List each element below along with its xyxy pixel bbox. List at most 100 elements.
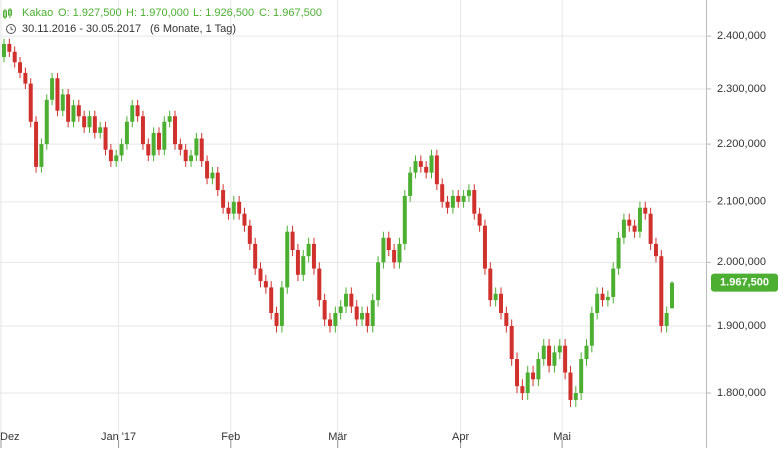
candle-body [114,155,119,162]
candle-body [541,345,546,360]
candle-body [189,155,194,162]
candle-body [2,43,6,58]
candle-body [231,201,236,214]
candle-body [311,243,316,269]
candle-body [23,72,28,84]
candle-body [450,195,455,208]
candle-body [466,190,471,196]
candle-body [413,161,418,173]
candle-body [98,127,103,133]
candle-body [274,312,279,326]
candle-body [402,195,407,244]
grid [0,0,706,448]
candle-body [498,293,503,313]
candle-body [648,213,653,244]
candle-body [258,268,263,282]
y-tick-label: 2.000,000 [717,256,766,268]
candle-body [482,225,487,269]
candle-body [659,256,664,326]
candle-body [370,300,375,326]
candle-body [327,319,332,326]
candle-body [124,121,129,145]
candle-body [552,352,557,366]
candle-body [381,237,386,263]
candle-body [509,325,514,360]
candle-body [653,243,658,257]
candle-body [418,161,423,167]
candle-body [178,144,183,150]
candle-body [333,312,338,326]
clock-icon [6,24,16,34]
x-tick-label: Mär [328,431,347,443]
candle-body [12,51,17,63]
candle-body [429,155,434,173]
y-tick-label: 1.900,000 [717,320,766,332]
candle-body [306,243,311,257]
candle-body [119,144,124,156]
candle-body [7,43,12,52]
candle-body [488,268,493,301]
candle-body [573,393,578,400]
candle-body [55,78,60,111]
candle-body [440,184,445,202]
candle-body [637,207,642,232]
candle-body [279,287,284,326]
x-tick-label: Dez [0,431,20,443]
header-high: H: 1.970,000 [126,7,189,19]
candle-body [643,207,648,214]
candle-body [253,243,258,269]
candle-body [205,161,210,179]
candle-body [103,127,108,150]
candle-body [408,172,413,196]
candle-body [39,144,44,167]
candle-body [295,249,300,275]
candle-body [360,312,365,320]
candle-body [515,359,520,387]
y-tick-label: 2.300,000 [717,83,766,95]
y-tick-label: 2.200,000 [717,138,766,150]
candle-body [563,345,568,373]
candle-body [354,306,359,320]
candle-body [584,345,589,360]
candle-body [146,144,151,156]
candle-body [616,237,621,269]
last-price-label: 1.967,500 [720,277,769,289]
header-open: O: 1.927,500 [58,7,122,19]
candle-body [579,359,584,394]
candle-body [87,116,92,128]
candle-body [242,213,247,226]
candle-body [397,243,402,263]
y-tick-label: 2.400,000 [717,30,766,42]
candle-body [290,231,295,250]
candle-icon [3,8,12,19]
period: (6 Monate, 1 Tag) [150,23,236,35]
candle-body [589,312,594,346]
last-price-tag [711,273,778,292]
candle-body [34,121,39,167]
candle-body [82,116,87,128]
header-low: L: 1.926,500 [193,7,254,19]
candle-body [108,149,113,162]
candle-body [376,262,381,301]
candle-body [595,293,600,313]
candle-body [664,312,669,326]
candle-body [221,190,226,208]
candle-body [322,300,327,320]
candle-body [520,386,525,394]
candle-body [621,219,626,238]
candle-body [434,155,439,185]
x-tick-label: Feb [221,431,240,443]
candle-body [140,116,145,145]
candle-body [167,116,172,122]
candle-body [317,268,322,301]
candle-body [269,287,274,313]
candle-body [50,78,55,100]
x-tick-label: Apr [452,431,469,443]
candle-body [263,281,268,288]
candle-body [135,105,140,117]
candle-body [611,268,616,297]
date-range: 30.11.2016 - 30.05.2017 [22,23,141,35]
candle-body [301,256,306,275]
candle-body [71,105,76,122]
